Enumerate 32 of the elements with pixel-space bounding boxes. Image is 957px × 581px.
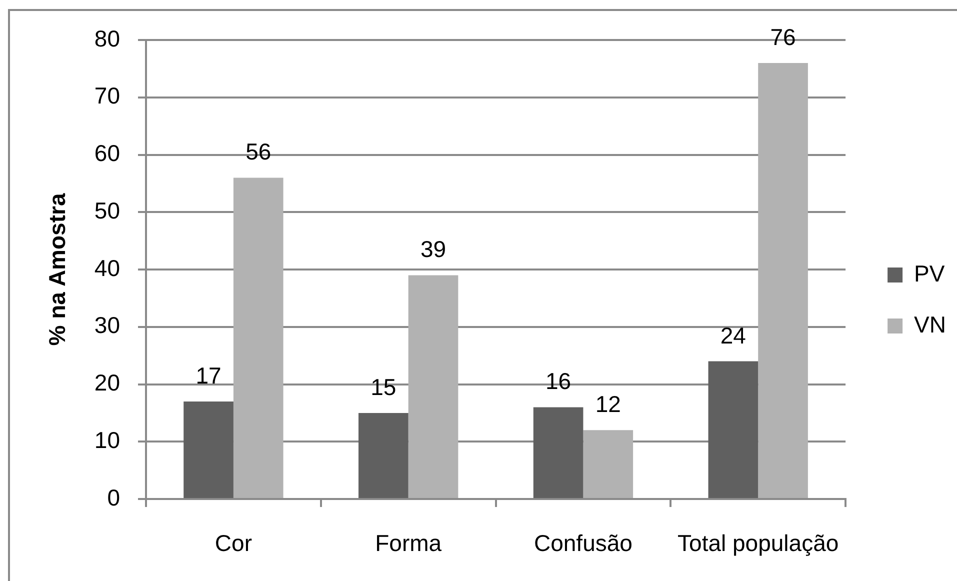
- data-label: 16: [546, 368, 572, 394]
- y-tick-label: 0: [107, 484, 120, 510]
- y-tick-label: 10: [94, 426, 120, 453]
- y-tick-label: 20: [94, 370, 120, 396]
- data-label: 39: [420, 236, 446, 262]
- y-tick-label: 60: [94, 140, 120, 166]
- bar: [758, 62, 808, 498]
- data-label: 76: [770, 24, 796, 50]
- y-tick-label: 40: [94, 254, 120, 281]
- data-label: 15: [370, 374, 396, 400]
- data-label: 12: [595, 391, 621, 418]
- bar: [408, 275, 458, 498]
- x-tick-label: Confusão: [534, 530, 632, 556]
- bar: [184, 401, 234, 498]
- legend-label: PV: [914, 260, 946, 286]
- bar: [583, 430, 634, 498]
- y-tick-label: 70: [94, 82, 120, 109]
- data-label: 17: [196, 362, 222, 388]
- legend-label: VN: [914, 311, 946, 338]
- bar: [358, 412, 408, 498]
- data-label: 56: [246, 138, 272, 165]
- bar: [708, 361, 758, 498]
- bar: [233, 178, 284, 498]
- y-tick-label: 30: [94, 312, 120, 338]
- y-tick-label: 80: [94, 25, 120, 52]
- data-label: 24: [720, 322, 746, 348]
- x-tick-label: Total população: [678, 530, 839, 556]
- bar: [533, 407, 584, 498]
- x-tick-label: Cor: [214, 530, 252, 556]
- y-axis-title: % na Amostra: [44, 193, 70, 346]
- x-tick-label: Forma: [375, 530, 442, 556]
- y-tick-label: 50: [94, 197, 120, 224]
